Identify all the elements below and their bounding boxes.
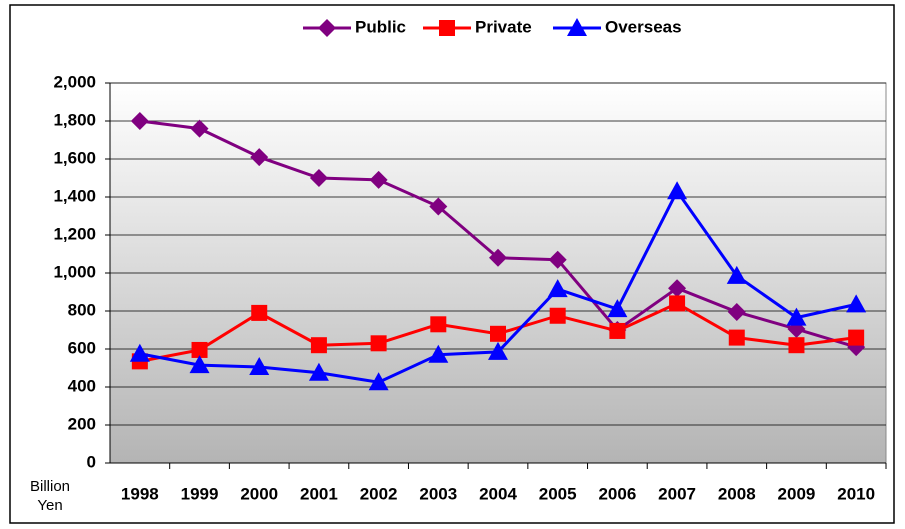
y-tick-label: 800 xyxy=(68,300,96,319)
x-tick-label: 2010 xyxy=(837,484,875,503)
data-point xyxy=(430,316,447,333)
data-point xyxy=(667,181,688,200)
data-point xyxy=(370,335,387,352)
x-tick-label: 2007 xyxy=(658,484,696,503)
data-point xyxy=(428,344,449,363)
data-point xyxy=(490,325,506,342)
data-point xyxy=(669,295,686,312)
legend-marker xyxy=(567,18,587,36)
data-point xyxy=(129,343,150,362)
data-point xyxy=(191,341,208,358)
x-tick-label: 2001 xyxy=(300,484,338,503)
data-point xyxy=(488,341,508,360)
y-tick-label: 1,200 xyxy=(53,224,96,243)
data-point xyxy=(250,148,269,167)
data-point xyxy=(726,265,747,284)
data-point xyxy=(130,112,149,130)
data-point xyxy=(607,299,628,318)
legend-label: Overseas xyxy=(605,17,682,36)
y-tick-label: 1,000 xyxy=(53,262,96,281)
data-point xyxy=(308,362,329,381)
legend-label: Public xyxy=(355,17,406,36)
data-point xyxy=(310,337,327,354)
data-point xyxy=(251,304,268,321)
x-tick-label: 2009 xyxy=(778,484,816,503)
data-point xyxy=(609,322,626,339)
y-tick-label: 1,400 xyxy=(53,186,96,205)
x-tick-label: 1999 xyxy=(181,484,219,503)
data-point xyxy=(429,197,448,216)
x-tick-label: 2006 xyxy=(598,484,636,503)
legend-marker xyxy=(318,19,336,37)
data-point xyxy=(548,250,567,269)
y-tick-label: 1,800 xyxy=(53,110,96,129)
y-axis-label: Billion Yen xyxy=(29,478,71,514)
x-tick-label: 2002 xyxy=(360,484,398,503)
data-point xyxy=(547,279,568,298)
data-point xyxy=(368,372,389,391)
y-tick-label: 200 xyxy=(68,414,96,433)
data-point xyxy=(309,169,328,187)
data-point xyxy=(249,357,270,376)
data-point xyxy=(786,307,807,326)
data-point xyxy=(848,329,865,346)
x-tick-label: 2000 xyxy=(240,484,278,503)
y-tick-label: 600 xyxy=(68,338,96,357)
y-tick-label: 0 xyxy=(87,452,96,471)
data-point xyxy=(846,294,867,313)
data-point xyxy=(369,170,388,189)
x-tick-label: 1998 xyxy=(121,484,159,503)
y-tick-label: 2,000 xyxy=(53,72,96,91)
x-tick-label: 2008 xyxy=(718,484,756,503)
x-tick-label: 2003 xyxy=(419,484,457,503)
data-point xyxy=(489,248,507,267)
data-point xyxy=(190,119,209,138)
legend-marker xyxy=(439,20,455,36)
y-tick-label: 1,600 xyxy=(53,148,96,167)
data-point xyxy=(549,307,566,324)
data-point xyxy=(668,279,687,298)
y-tick-label: 400 xyxy=(68,376,96,395)
legend-label: Private xyxy=(475,17,532,36)
data-point xyxy=(788,337,805,354)
data-point xyxy=(727,302,746,321)
data-point xyxy=(728,329,745,346)
x-tick-label: 2005 xyxy=(539,484,577,503)
data-point xyxy=(189,355,210,374)
x-tick-label: 2004 xyxy=(479,484,517,503)
